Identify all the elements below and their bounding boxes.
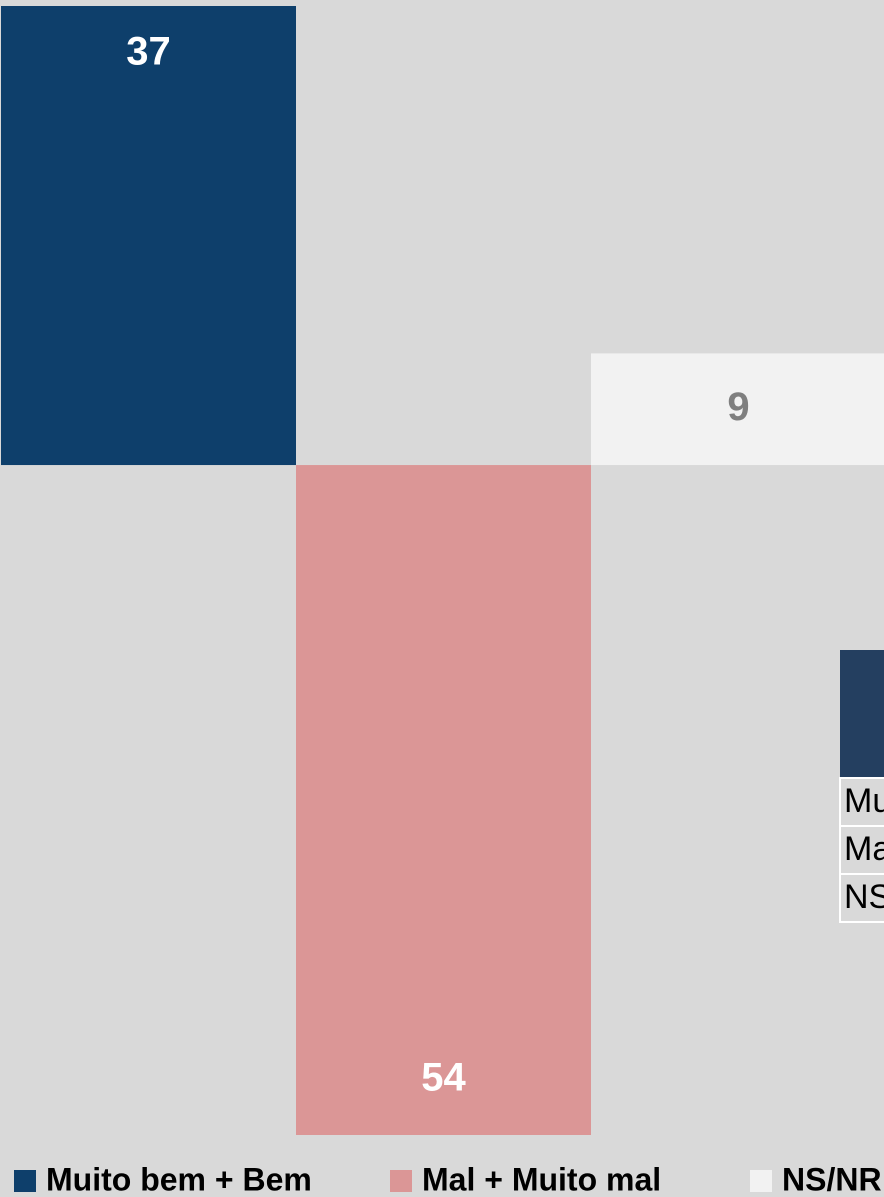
legend-swatch [750,1170,772,1192]
data-label: 37 [126,30,171,74]
table-cell: NS/NR [844,878,884,916]
bar [296,465,591,1135]
legend-label: NS/NR [782,1161,882,1197]
data-label: 54 [421,1056,466,1100]
legend-label: Mal + Muito mal [422,1161,661,1197]
data-label: 9 [727,385,749,429]
legend-swatch [14,1170,36,1192]
table-row [839,873,884,923]
table-header [840,650,884,778]
table-cell: Muito bem + Bem [844,782,884,820]
bar [591,353,884,466]
legend-label: Muito bem + Bem [46,1161,312,1197]
bar [1,6,296,466]
legend-swatch [390,1170,412,1192]
table-cell: Mal + Muito mal [844,830,884,868]
